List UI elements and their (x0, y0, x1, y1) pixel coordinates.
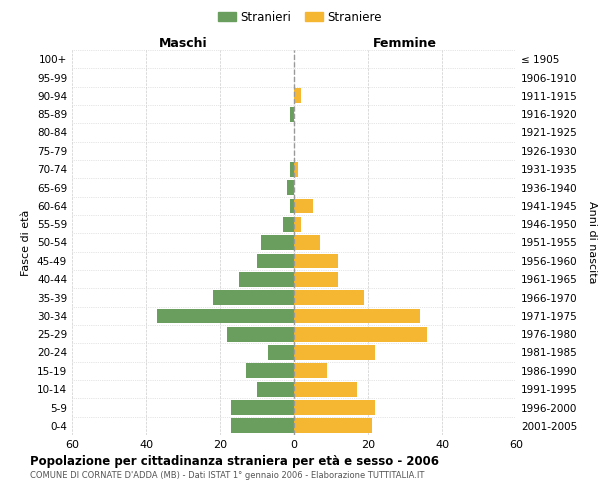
Bar (294, 345, 376, 360)
Text: Femmine: Femmine (373, 37, 437, 50)
Bar (294, 162, 298, 176)
Bar (260, 235, 294, 250)
Bar (268, 345, 294, 360)
Bar (294, 327, 427, 342)
Bar (294, 290, 364, 305)
Bar (294, 400, 376, 415)
Bar (290, 107, 294, 122)
Y-axis label: Anni di nascita: Anni di nascita (587, 201, 597, 284)
Bar (294, 382, 357, 396)
Bar (257, 382, 294, 396)
Bar (287, 180, 294, 195)
Text: Popolazione per cittadinanza straniera per età e sesso - 2006: Popolazione per cittadinanza straniera p… (30, 455, 439, 468)
Bar (290, 162, 294, 176)
Bar (227, 327, 294, 342)
Bar (231, 400, 294, 415)
Bar (283, 217, 294, 232)
Bar (246, 364, 294, 378)
Bar (294, 272, 338, 286)
Bar (294, 364, 328, 378)
Bar (231, 418, 294, 433)
Y-axis label: Fasce di età: Fasce di età (22, 210, 31, 276)
Bar (294, 308, 420, 323)
Bar (239, 272, 294, 286)
Text: COMUNE DI CORNATE D'ADDA (MB) - Dati ISTAT 1° gennaio 2006 - Elaborazione TUTTIT: COMUNE DI CORNATE D'ADDA (MB) - Dati IST… (30, 472, 424, 480)
Bar (290, 198, 294, 213)
Bar (294, 198, 313, 213)
Bar (212, 290, 294, 305)
Bar (294, 235, 320, 250)
Bar (294, 217, 301, 232)
Bar (257, 254, 294, 268)
Text: Maschi: Maschi (158, 37, 208, 50)
Legend: Stranieri, Straniere: Stranieri, Straniere (213, 6, 387, 28)
Bar (294, 254, 338, 268)
Bar (294, 418, 372, 433)
Bar (157, 308, 294, 323)
Bar (294, 88, 301, 103)
